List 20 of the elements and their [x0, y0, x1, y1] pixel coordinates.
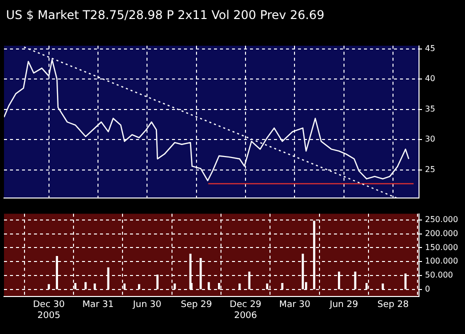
chart-title: US $ Market T28.75/28.98 P 2x11 Vol 200 Prev 26.69 — [5, 7, 326, 24]
y-tick-label: 200.000 — [425, 228, 458, 238]
x-tick-label: Mar 31 — [82, 300, 114, 310]
y-tick-label: 50.000 — [425, 270, 453, 280]
x-tick-label: Dec 29 2006 — [230, 300, 262, 321]
y-tick-label: 35 — [425, 104, 436, 114]
y-tick-label: 100.000 — [425, 256, 458, 266]
y-tick-label: 40 — [425, 74, 436, 84]
x-tick-label: Mar 30 — [279, 300, 311, 310]
y-tick-label: 250.000 — [425, 214, 458, 224]
x-tick-label: Sep 28 — [377, 300, 409, 310]
y-tick-label: 45 — [425, 44, 436, 53]
x-tick-label: Sep 29 — [180, 300, 212, 310]
y-tick-label: 0 — [425, 284, 430, 294]
x-tick-label: Dec 30 2005 — [32, 300, 65, 321]
y-tick-label: 150.000 — [425, 242, 458, 252]
x-tick-label: Jun 30 — [132, 300, 162, 310]
y-tick-label: 30 — [425, 134, 436, 144]
y-tick-label: 25 — [425, 164, 436, 174]
x-tick-label: Jun 29 — [328, 300, 358, 310]
